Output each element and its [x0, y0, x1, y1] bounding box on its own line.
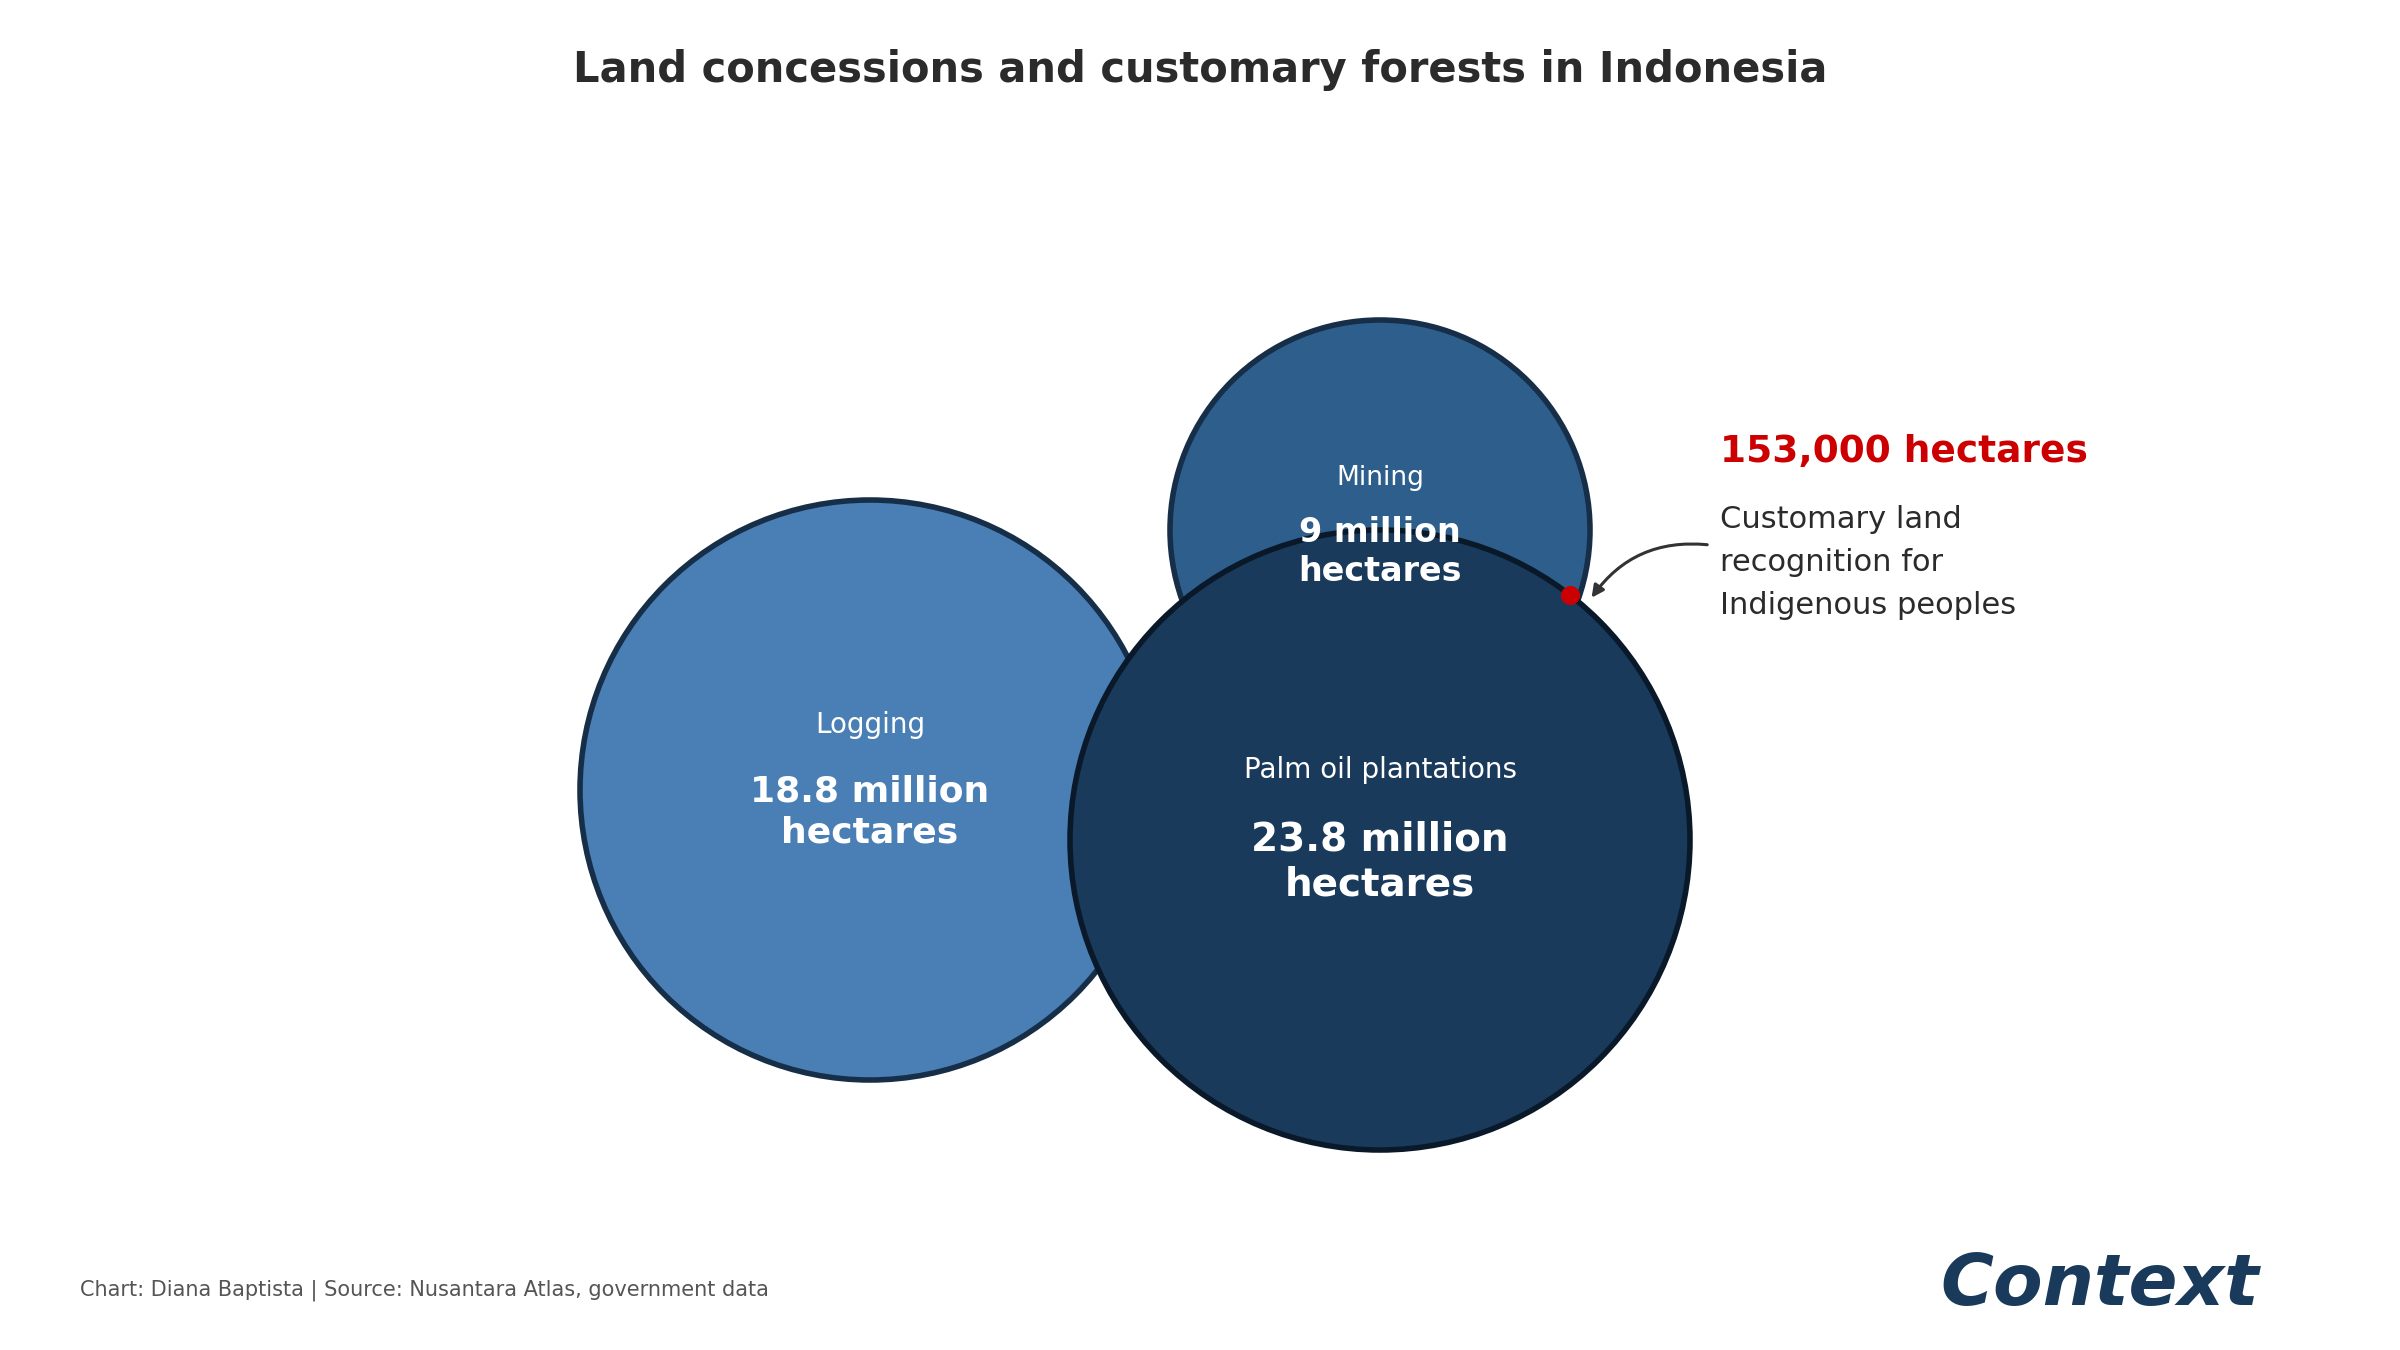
Point	[1550, 585, 1589, 606]
Text: Context: Context	[1942, 1250, 2258, 1319]
Circle shape	[1070, 531, 1690, 1150]
Text: Palm oil plantations: Palm oil plantations	[1243, 756, 1517, 784]
Text: Customary land
recognition for
Indigenous peoples: Customary land recognition for Indigenou…	[1721, 505, 2016, 620]
Text: 9 million
hectares: 9 million hectares	[1298, 516, 1462, 589]
Text: Land concessions and customary forests in Indonesia: Land concessions and customary forests i…	[574, 49, 1826, 90]
Text: 23.8 million
hectares: 23.8 million hectares	[1250, 821, 1510, 903]
Text: 153,000 hectares: 153,000 hectares	[1721, 433, 2088, 470]
Text: 18.8 million
hectares: 18.8 million hectares	[751, 775, 989, 849]
Circle shape	[1171, 320, 1591, 740]
Text: Mining: Mining	[1337, 464, 1423, 491]
Circle shape	[581, 500, 1159, 1080]
Text: Chart: Diana Baptista | Source: Nusantara Atlas, government data: Chart: Diana Baptista | Source: Nusantar…	[79, 1280, 768, 1301]
Text: Logging: Logging	[816, 711, 924, 738]
